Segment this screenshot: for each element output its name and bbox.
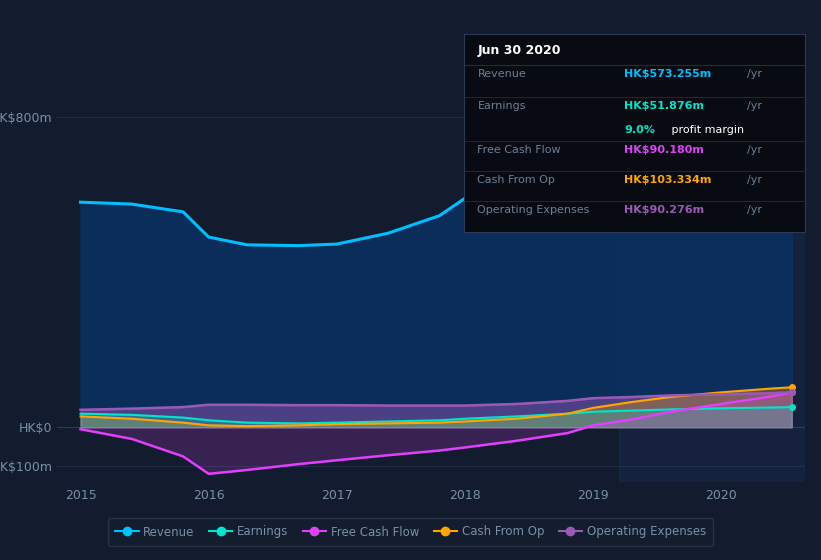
Text: /yr: /yr (746, 204, 762, 214)
Text: Operating Expenses: Operating Expenses (478, 204, 589, 214)
Text: /yr: /yr (746, 69, 762, 80)
Text: Free Cash Flow: Free Cash Flow (478, 145, 561, 155)
Text: HK$90.276m: HK$90.276m (624, 204, 704, 214)
Text: /yr: /yr (746, 175, 762, 185)
Bar (619, 90, 805, 482)
Text: HK$573.255m: HK$573.255m (624, 69, 711, 80)
Text: Earnings: Earnings (478, 101, 526, 111)
Legend: Revenue, Earnings, Free Cash Flow, Cash From Op, Operating Expenses: Revenue, Earnings, Free Cash Flow, Cash … (108, 519, 713, 545)
Text: Revenue: Revenue (478, 69, 526, 80)
Text: HK$90.180m: HK$90.180m (624, 145, 704, 155)
Text: Cash From Op: Cash From Op (478, 175, 555, 185)
Text: 9.0%: 9.0% (624, 125, 655, 135)
Text: /yr: /yr (746, 101, 762, 111)
Text: HK$51.876m: HK$51.876m (624, 101, 704, 111)
Text: /yr: /yr (746, 145, 762, 155)
Text: profit margin: profit margin (668, 125, 745, 135)
Text: HK$103.334m: HK$103.334m (624, 175, 711, 185)
Text: Jun 30 2020: Jun 30 2020 (478, 44, 561, 57)
